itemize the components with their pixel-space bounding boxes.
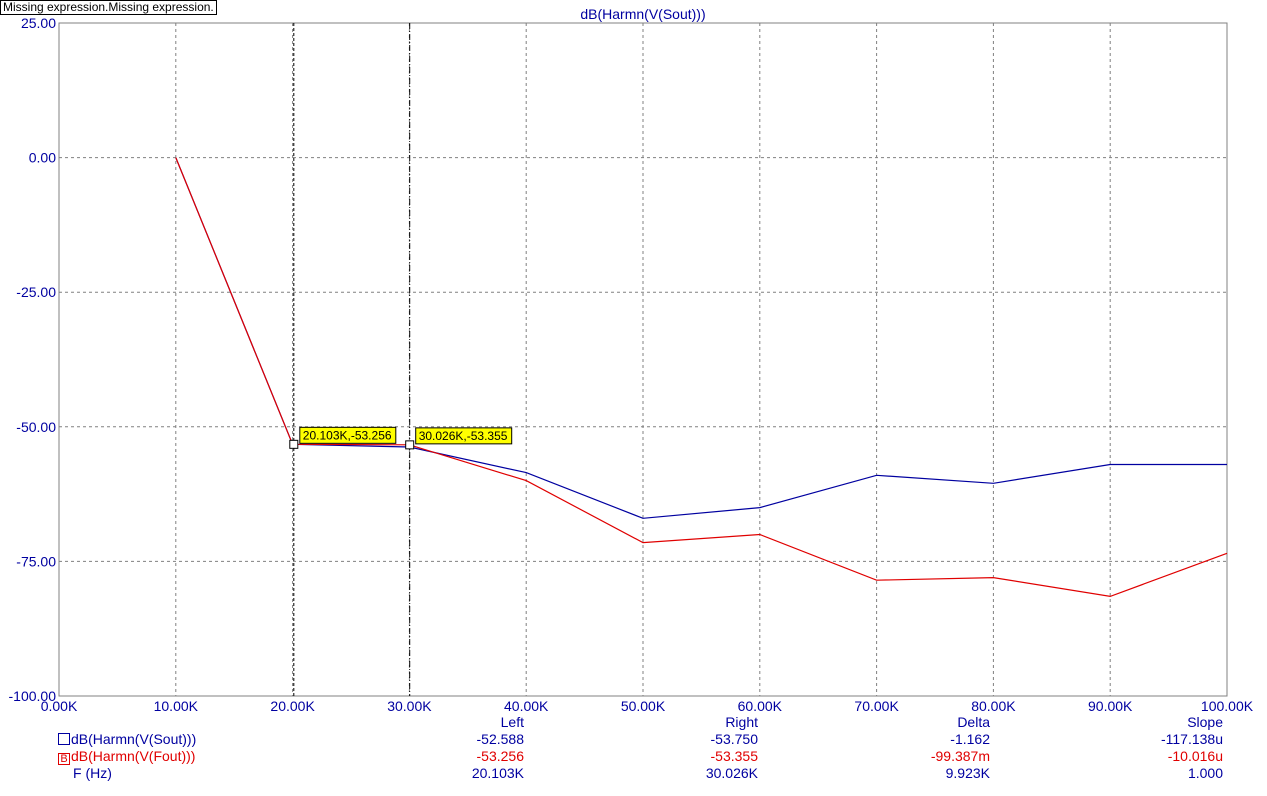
cursor-marker: [289, 439, 299, 449]
x-tick-label: 70.00K: [854, 698, 899, 714]
x-tick-label: 50.00K: [621, 698, 666, 714]
cursor-marker: [405, 440, 415, 450]
series-fout-line: [175, 157, 1228, 598]
legend-sout-marker: [58, 733, 70, 745]
x-tick-label: 90.00K: [1088, 698, 1133, 714]
freq-right: 30.026K: [705, 765, 758, 781]
x-tick-label: 80.00K: [971, 698, 1016, 714]
fout-delta: -99.387m: [930, 748, 990, 764]
cursor-label-box: [415, 427, 513, 445]
freq-left: 20.103K: [471, 765, 524, 781]
cursor-label: 20.103K,-53.256: [303, 428, 392, 442]
x-tick-label: 10.00K: [154, 698, 199, 714]
sout-right: -53.750: [710, 731, 758, 747]
header-right: Right: [725, 714, 758, 730]
header-delta: Delta: [957, 714, 990, 730]
legend-fout-label: dB(Harmn(V(Fout))): [71, 748, 196, 764]
error-banner: Missing expression.Missing expression.: [0, 0, 217, 15]
x-tick-label: 100.00K: [1201, 698, 1254, 714]
legend-sout[interactable]: dB(Harmn(V(Sout))): [58, 731, 196, 748]
sout-left: -52.588: [476, 731, 524, 747]
freq-delta: 9.923K: [945, 765, 990, 781]
x-tick-label: 30.00K: [387, 698, 432, 714]
x-tick-label: 60.00K: [738, 698, 783, 714]
y-tick-label: -100.00: [9, 688, 57, 704]
y-tick-label: 25.00: [21, 15, 56, 31]
fout-slope: -10.016u: [1167, 748, 1223, 764]
series-sout-line: [175, 157, 1227, 519]
y-tick-label: -75.00: [16, 553, 56, 569]
x-tick-label: 40.00K: [504, 698, 549, 714]
sout-slope: -117.138u: [1160, 731, 1223, 747]
fout-right: -53.355: [710, 748, 758, 764]
plot-frame: [58, 22, 1228, 697]
freq-label: F (Hz): [73, 765, 112, 781]
cursor-label: 30.026K,-53.355: [419, 429, 508, 443]
x-tick-label: 20.00K: [270, 698, 315, 714]
legend-sout-label: dB(Harmn(V(Sout))): [71, 731, 197, 747]
chart-title: dB(Harmn(V(Sout))): [580, 6, 705, 22]
y-tick-label: -25.00: [16, 284, 56, 300]
sout-delta: -1.162: [950, 731, 990, 747]
y-tick-label: -50.00: [16, 419, 56, 435]
y-tick-label: 0.00: [29, 150, 56, 166]
legend-fout-marker: B: [58, 753, 70, 765]
cursor-label-box: [299, 426, 397, 444]
header-left: Left: [500, 714, 524, 730]
header-slope: Slope: [1187, 714, 1223, 730]
fout-left: -53.256: [476, 748, 524, 764]
freq-slope: 1.000: [1187, 765, 1223, 781]
x-tick-label: 0.00K: [41, 698, 78, 714]
